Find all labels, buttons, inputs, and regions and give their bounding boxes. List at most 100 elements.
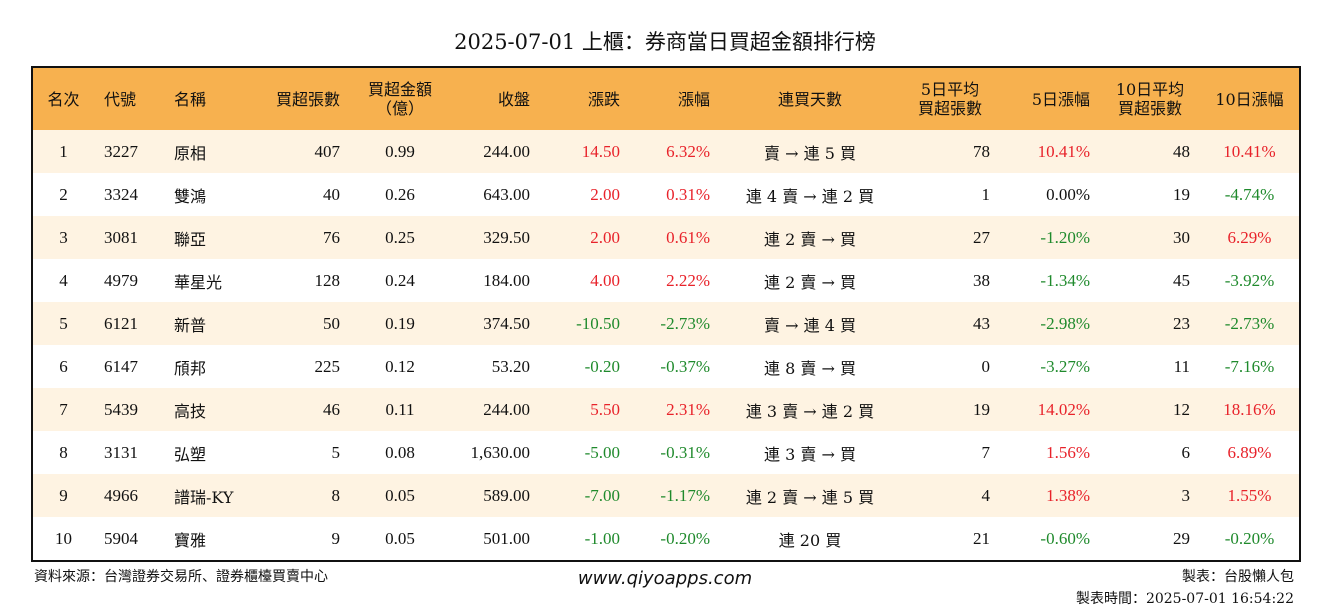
cell-rank: 7: [59, 399, 68, 419]
table-row: 8 3131 弘塑 5 0.08 1,630.00 -5.00 -0.31% 連 3 賣 → 買…: [32, 431, 1300, 474]
cell-change-pct: -2.73%: [660, 313, 710, 333]
cell-streak: 連 4 賣 → 連 2 買: [745, 186, 875, 206]
cell-buy-lots: 225: [314, 356, 341, 376]
cell-avg10-lots: 23: [1173, 313, 1190, 333]
cell-avg5-lots: 21: [973, 528, 990, 548]
cell-name: 弘塑: [174, 444, 207, 464]
cell-close: 589.00: [483, 485, 530, 505]
table-row: 2 3324 雙鴻 40 0.26 643.00 2.00 0.31% 連 4 賣 → 連 2 …: [32, 173, 1300, 216]
header-rank: 名次: [47, 89, 80, 109]
cell-buy-amount: 0.12: [385, 356, 415, 376]
header-name: 名稱: [174, 89, 207, 109]
cell-close: 1,630.00: [470, 442, 531, 462]
cell-change-pct: 0.31%: [666, 184, 710, 204]
cell-code: 3131: [104, 442, 138, 462]
cell-rank: 10: [55, 528, 72, 548]
header-change-pct: 漲幅: [677, 89, 710, 109]
cell-buy-lots: 50: [323, 313, 340, 333]
site-url[interactable]: www.qiyoapps.com: [577, 568, 753, 589]
cell-streak: 連 8 賣 → 買: [764, 358, 856, 378]
page-title: 2025-07-01 上櫃：券商當日買超金額排行榜: [454, 30, 876, 54]
cell-chg10: 10.41%: [1223, 141, 1276, 161]
cell-change: 14.50: [581, 141, 620, 161]
table-row: 1 3227 原相 407 0.99 244.00 14.50 6.32% 賣 → 連 5 買 7…: [32, 130, 1300, 173]
table-row: 4 4979 華星光 128 0.24 184.00 4.00 2.22% 連 2 賣 → 買 3…: [32, 259, 1300, 302]
cell-buy-amount: 0.24: [385, 270, 415, 290]
cell-close: 244.00: [483, 141, 530, 161]
cell-avg5-lots: 4: [981, 485, 991, 505]
cell-buy-amount: 0.25: [385, 227, 415, 247]
cell-name: 華星光: [174, 272, 223, 292]
cell-avg10-lots: 3: [1181, 485, 1191, 505]
cell-chg5: 14.02%: [1037, 399, 1090, 419]
ranking-table: 名次 代號 名稱 買超張數 買超金額 （億） 收盤 漲跌 漲幅 連買天數 5日平均 買超張數 5日漲…: [31, 66, 1301, 562]
header-buy-amount: 買超金額 （億）: [367, 80, 432, 118]
cell-change-pct: 6.32%: [666, 141, 710, 161]
cell-chg10: -7.16%: [1224, 356, 1275, 376]
cell-chg10: 6.29%: [1227, 227, 1272, 247]
cell-code: 3081: [104, 227, 138, 247]
cell-name: 頎邦: [174, 358, 207, 378]
cell-rank: 5: [59, 313, 68, 333]
cell-rank: 2: [59, 184, 68, 204]
cell-avg5-lots: 78: [973, 141, 990, 161]
cell-buy-lots: 46: [323, 399, 340, 419]
cell-streak: 連 3 賣 → 連 2 買: [745, 401, 875, 421]
cell-change-pct: -0.37%: [660, 356, 710, 376]
cell-avg5-lots: 1: [981, 184, 991, 204]
table-row: 5 6121 新普 50 0.19 374.50 -10.50 -2.73% 賣 → 連 4 買…: [32, 302, 1300, 345]
cell-streak: 連 20 買: [778, 530, 842, 550]
header-chg5: 5日漲幅: [1031, 89, 1090, 109]
cell-code: 6121: [104, 313, 138, 333]
cell-buy-amount: 0.26: [385, 184, 415, 204]
cell-buy-lots: 76: [323, 227, 340, 247]
cell-streak: 賣 → 連 5 買: [764, 143, 856, 163]
cell-buy-lots: 40: [323, 184, 340, 204]
cell-buy-amount: 0.05: [385, 528, 415, 548]
table-row: 10 5904 寶雅 9 0.05 501.00 -1.00 -0.20% 連 20 買 21 -0…: [32, 517, 1300, 561]
cell-buy-amount: 0.11: [385, 399, 415, 419]
table-row: 9 4966 譜瑞-KY 8 0.05 589.00 -7.00 -1.17% 連 2 賣 → …: [32, 474, 1300, 517]
cell-buy-lots: 5: [331, 442, 341, 462]
cell-chg5: 10.41%: [1037, 141, 1090, 161]
cell-rank: 8: [59, 442, 68, 462]
cell-chg10: -4.74%: [1224, 184, 1275, 204]
cell-streak: 賣 → 連 4 買: [764, 315, 856, 335]
cell-change-pct: 2.31%: [666, 399, 710, 419]
cell-avg5-lots: 7: [981, 442, 991, 462]
cell-chg5: -1.20%: [1040, 227, 1090, 247]
cell-chg10: -3.92%: [1224, 270, 1275, 290]
cell-change: 5.50: [590, 399, 620, 419]
data-source: 資料來源：台灣證券交易所、證券櫃檯買賣中心: [34, 569, 328, 585]
cell-close: 643.00: [483, 184, 530, 204]
cell-streak: 連 2 賣 → 買: [764, 272, 856, 292]
cell-rank: 9: [59, 485, 68, 505]
header-streak: 連買天數: [777, 89, 842, 109]
cell-avg10-lots: 30: [1173, 227, 1190, 247]
cell-close: 53.20: [491, 356, 530, 376]
cell-buy-amount: 0.99: [385, 141, 415, 161]
cell-chg10: -2.73%: [1224, 313, 1275, 333]
cell-streak: 連 2 賣 → 買: [764, 229, 856, 249]
cell-rank: 4: [59, 270, 68, 290]
table-row: 7 5439 高技 46 0.11 244.00 5.50 2.31% 連 3 賣 → 連 2 …: [32, 388, 1300, 431]
cell-chg5: -2.98%: [1040, 313, 1090, 333]
cell-code: 5904: [104, 528, 138, 548]
cell-avg5-lots: 43: [973, 313, 990, 333]
cell-avg10-lots: 45: [1173, 270, 1190, 290]
cell-close: 501.00: [483, 528, 530, 548]
cell-name: 譜瑞-KY: [174, 487, 234, 507]
cell-avg10-lots: 11: [1173, 356, 1190, 376]
cell-chg10: 1.55%: [1227, 485, 1272, 505]
cell-code: 6147: [104, 356, 138, 376]
cell-avg10-lots: 12: [1173, 399, 1190, 419]
header-chg10: 10日漲幅: [1215, 89, 1284, 109]
cell-name: 原相: [174, 143, 207, 163]
cell-change: 4.00: [590, 270, 620, 290]
cell-change: -7.00: [584, 485, 620, 505]
cell-change-pct: 2.22%: [666, 270, 710, 290]
cell-close: 244.00: [483, 399, 530, 419]
cell-buy-amount: 0.08: [385, 442, 415, 462]
header-change: 漲跌: [587, 89, 620, 109]
